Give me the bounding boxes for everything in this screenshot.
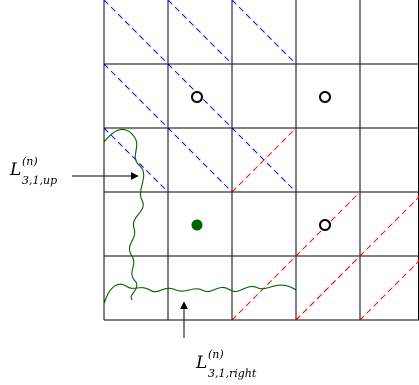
wavy-curve-right xyxy=(103,283,297,305)
red-dashed-line xyxy=(232,320,419,384)
red-dashed-diagonals xyxy=(231,127,419,384)
grid-lines xyxy=(103,0,419,321)
filled-dot xyxy=(191,219,203,231)
label-l-right: L (n) 3,1,right xyxy=(196,349,256,379)
red-dashed-line xyxy=(231,127,297,193)
label-l-right-main: L xyxy=(196,353,208,373)
red-dashed-line xyxy=(359,319,360,320)
blue-dashed-line xyxy=(104,0,169,65)
label-l-right-sub: 3,1,right xyxy=(208,367,257,380)
wavy-curve-up xyxy=(103,128,145,301)
blue-dashed-line xyxy=(104,63,233,193)
red-dashed-line xyxy=(231,191,361,320)
red-dashed-line xyxy=(359,260,419,320)
label-l-right-sup: (n) xyxy=(208,348,224,361)
label-l-up-sup: (n) xyxy=(22,155,38,168)
open-circles xyxy=(191,91,331,231)
blue-dashed-line xyxy=(231,0,297,65)
label-l-up-main: L xyxy=(10,160,22,180)
filled-dots xyxy=(191,219,203,231)
blue-dashed-line xyxy=(167,63,297,193)
open-circle xyxy=(319,219,331,231)
label-l-up-sub: 3,1,up xyxy=(22,174,58,187)
open-circle xyxy=(191,91,203,103)
label-l-up: L (n) 3,1,up xyxy=(10,156,57,186)
red-dashed-line xyxy=(360,320,419,384)
open-circle xyxy=(319,91,331,103)
red-dashed-line xyxy=(295,196,419,320)
blue-dashed-line xyxy=(167,0,233,65)
